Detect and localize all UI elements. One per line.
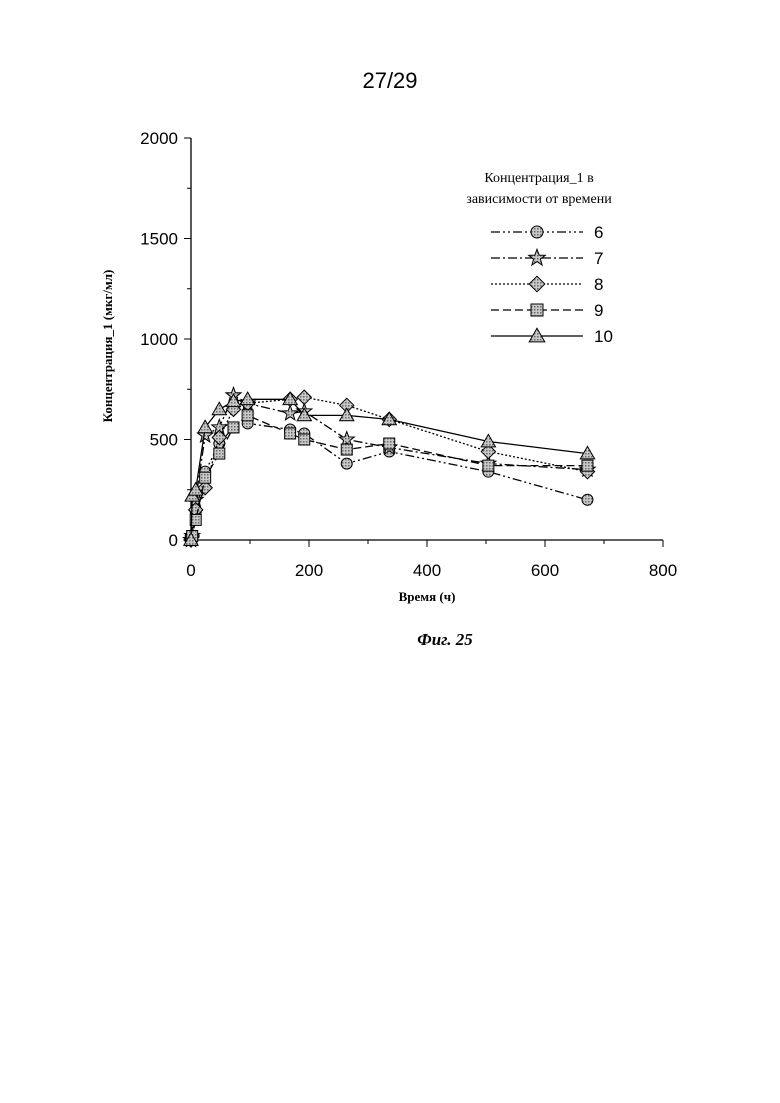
series-10-point <box>340 408 354 421</box>
series-9 <box>186 410 593 546</box>
legend-entry-8: 8 <box>491 275 603 294</box>
x-tick-label: 800 <box>649 561 677 580</box>
legend-label-9: 9 <box>594 301 603 320</box>
series-9-point <box>582 460 593 471</box>
legend-label-8: 8 <box>594 275 603 294</box>
legend-label-10: 10 <box>594 327 613 346</box>
legend-label-7: 7 <box>594 249 603 268</box>
y-tick-label: 500 <box>150 431 178 450</box>
series-6-point <box>341 458 352 469</box>
y-axis-label: Концентрация_1 (мкг/мл) <box>100 270 115 423</box>
series-9-point <box>214 448 225 459</box>
legend-entry-7: 7 <box>491 249 603 268</box>
x-axis-label: Время (ч) <box>399 589 456 604</box>
legend-marker-7 <box>529 249 546 265</box>
series-9-point <box>242 410 253 421</box>
series-10-point <box>198 420 212 433</box>
legend-entry-6: 6 <box>491 223 603 242</box>
y-tick-label: 1000 <box>140 330 178 349</box>
legend-label-6: 6 <box>594 223 603 242</box>
x-tick-label: 400 <box>413 561 441 580</box>
legend-marker-9 <box>531 304 543 316</box>
legend-marker-10 <box>529 328 545 342</box>
legend-marker-8 <box>529 276 545 292</box>
legend-entry-9: 9 <box>491 301 603 320</box>
series-6 <box>186 418 593 546</box>
legend-entry-10: 10 <box>491 327 613 346</box>
x-tick-label: 0 <box>186 561 195 580</box>
series-6-point <box>582 494 593 505</box>
series-7-point <box>283 405 298 419</box>
legend-marker-6 <box>531 226 543 238</box>
series-9-point <box>299 434 310 445</box>
series-10-point <box>240 392 254 405</box>
legend-title-line1: Концентрация_1 в <box>484 171 594 186</box>
series-8-point <box>297 390 311 404</box>
series-9-point <box>228 422 239 433</box>
x-tick-label: 600 <box>531 561 559 580</box>
y-tick-label: 1500 <box>140 230 178 249</box>
series-9-point <box>200 472 211 483</box>
series-layer <box>183 387 595 547</box>
series-9-point <box>483 460 494 471</box>
series-10-point <box>212 402 226 415</box>
legend: Концентрация_1 в зависимости от времени … <box>466 171 613 346</box>
series-9-point <box>341 444 352 455</box>
legend-entries: 6 7 8 9 10 <box>491 223 613 346</box>
series-9-line <box>191 415 588 540</box>
figure-caption: Фиг. 25 <box>0 630 780 650</box>
y-tick-label: 2000 <box>140 129 178 148</box>
legend-title-line2: зависимости от времени <box>466 192 612 207</box>
x-tick-label: 200 <box>295 561 323 580</box>
y-tick-label: 0 <box>169 531 178 550</box>
series-9-point <box>285 428 296 439</box>
series-9-point <box>384 438 395 449</box>
